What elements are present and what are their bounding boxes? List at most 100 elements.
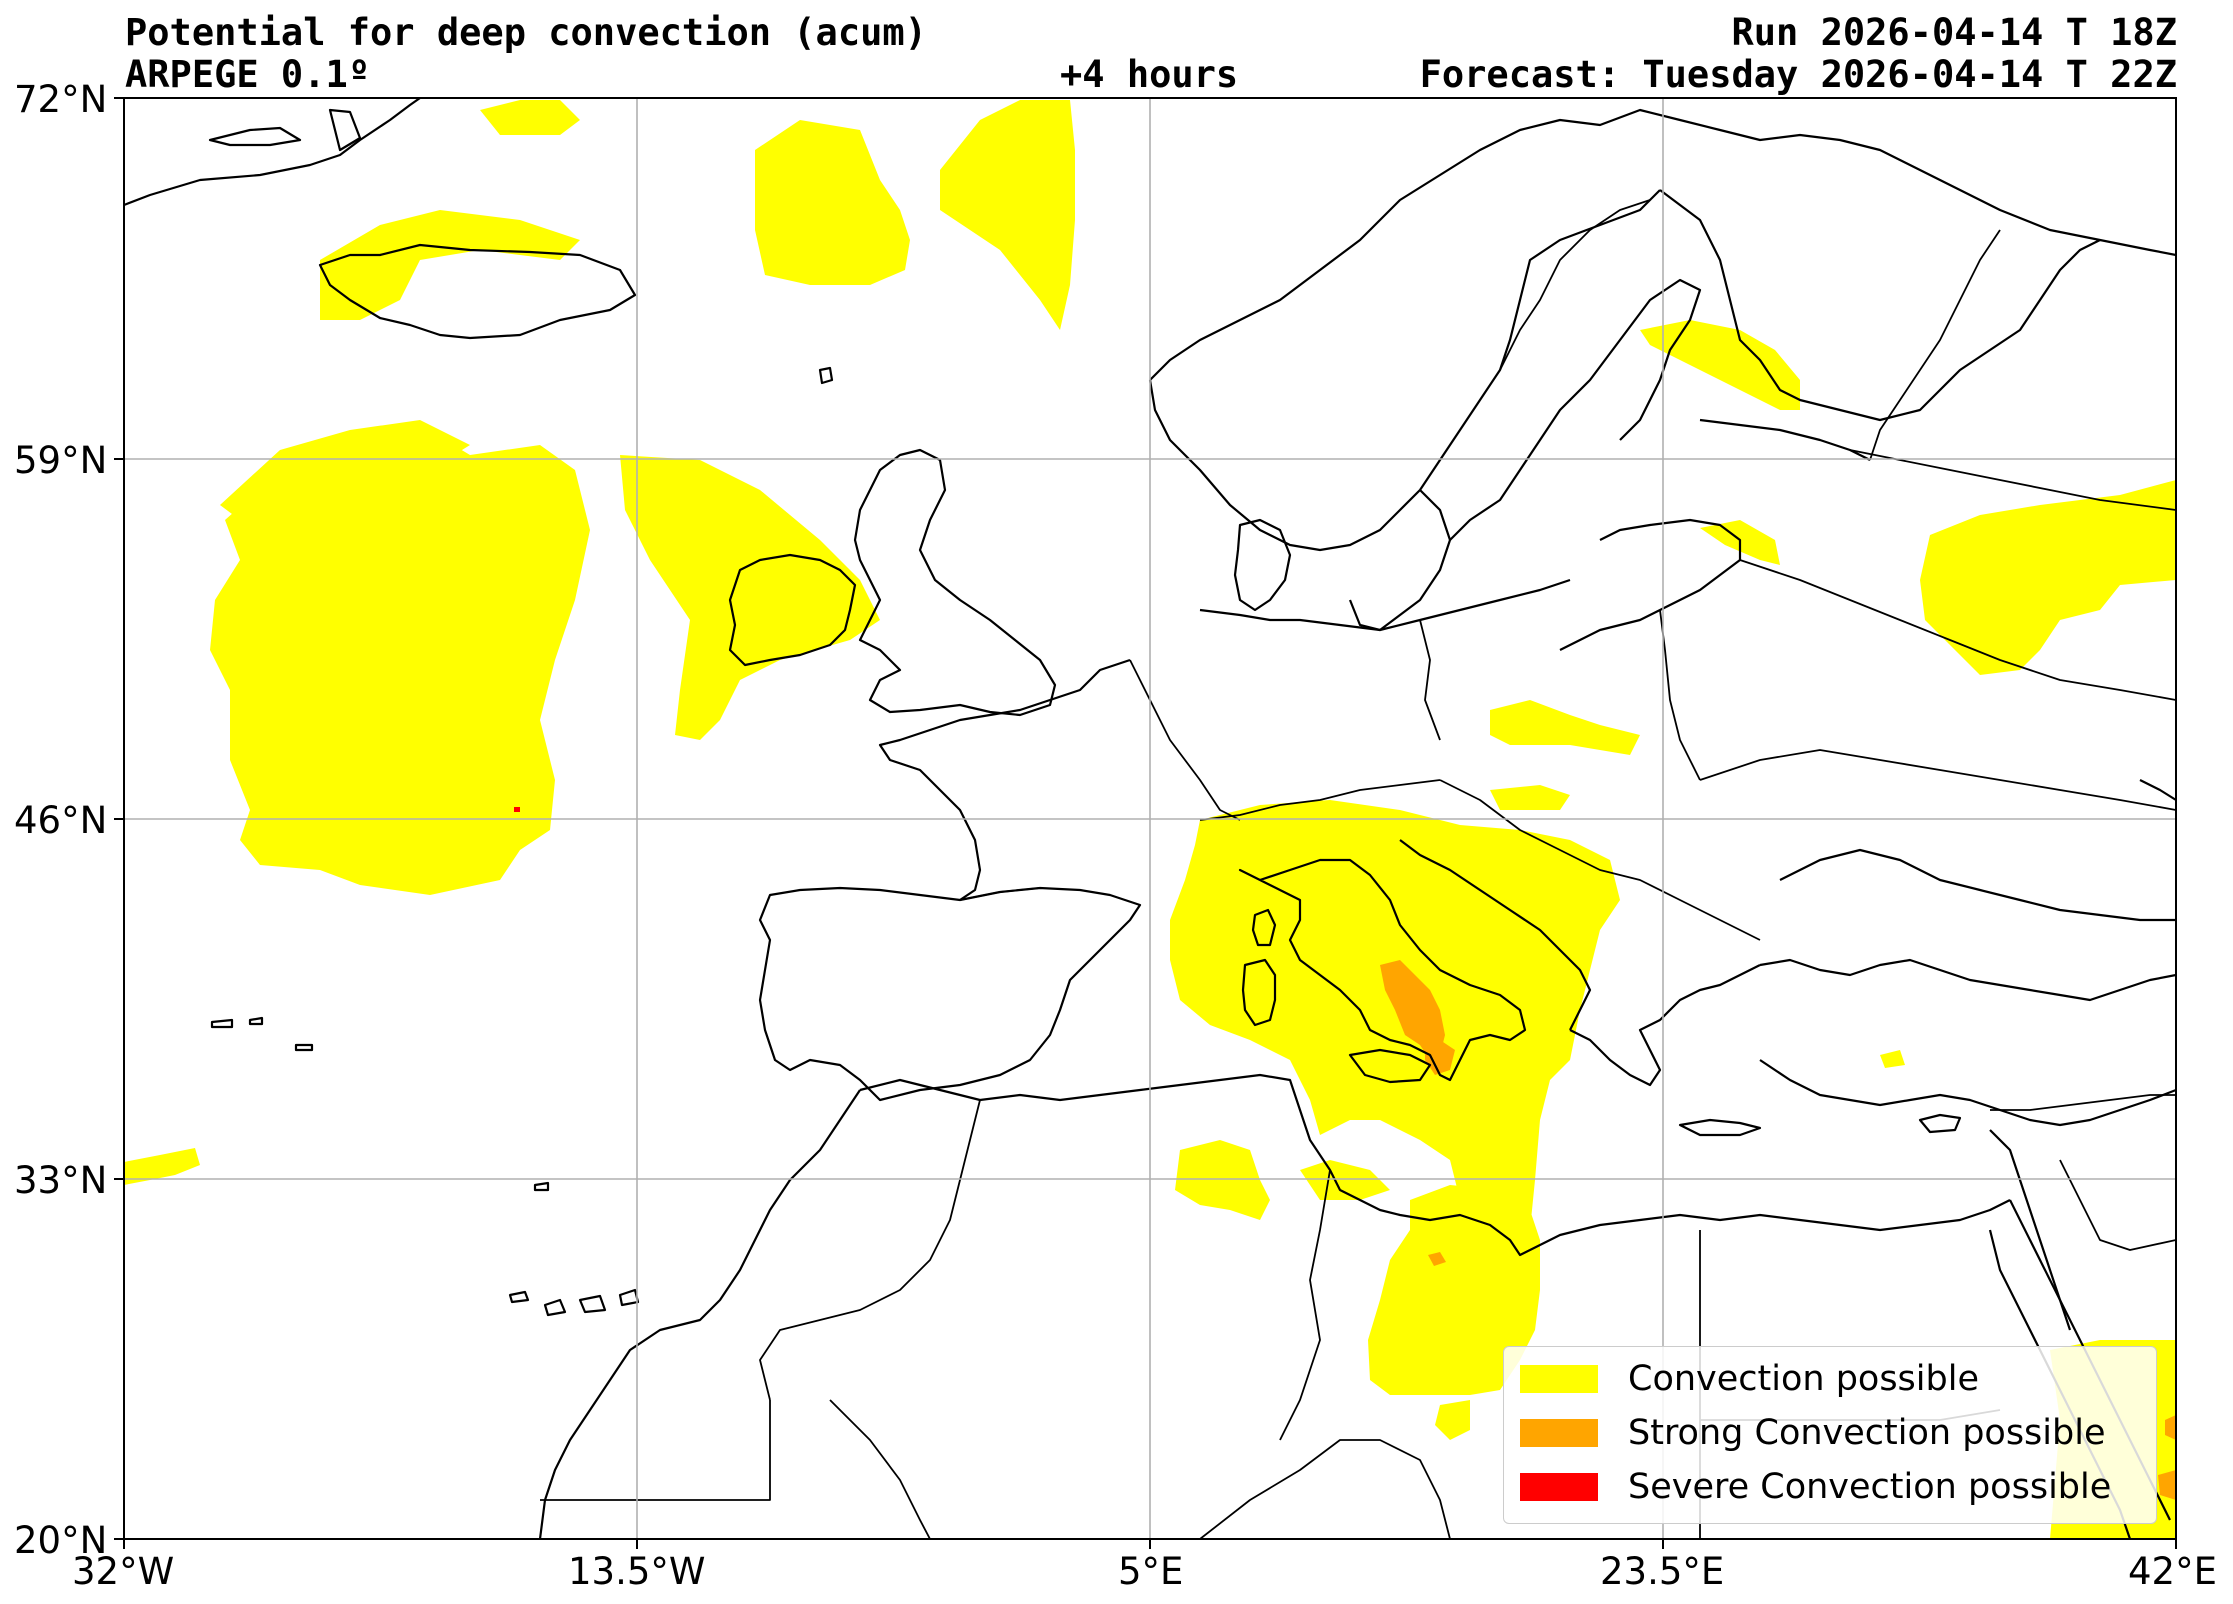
lat-label-59n: 59°N	[14, 439, 108, 482]
border-russia-belarus	[1739, 559, 2176, 701]
convection-area-atlantic	[210, 425, 590, 895]
borders	[540, 199, 2176, 1539]
convection-area-norwegian-sea-1	[755, 120, 910, 285]
legend-item-severe: Severe Convection possible	[1520, 1467, 2111, 1507]
coastline-azores-2	[248, 1016, 264, 1026]
coastline-finland-south	[1699, 418, 1871, 461]
legend-swatch-convection	[1520, 1365, 1598, 1393]
coastline-caspian	[2139, 779, 2176, 801]
coastline-italy	[1238, 858, 1527, 1082]
coastline-turkey	[1759, 958, 2176, 1002]
border-alps	[1199, 779, 1441, 821]
lat-label-33n: 33°N	[14, 1159, 108, 1202]
coastline-greece	[1569, 964, 1761, 1087]
lat-label-72n: 72°N	[14, 78, 108, 121]
coastline-sweden-east-2	[1449, 278, 1702, 541]
severe-convection-areas	[514, 807, 520, 812]
coastline-sweden-east	[1348, 489, 1452, 632]
model-name: ARPEGE 0.1º	[125, 53, 371, 96]
strong-convection-area-libya	[1428, 1252, 1446, 1266]
convection-area-ireland	[620, 455, 880, 740]
coastline-turkey-south	[1759, 1059, 2176, 1127]
border-france-germany	[1129, 659, 1241, 821]
border-turkey-syria	[1990, 1094, 2176, 1111]
coastline-azores-1	[210, 1018, 234, 1029]
coastline-north-africa	[538, 1089, 861, 1539]
coastline-canary-3	[578, 1294, 607, 1314]
forecast-time: Forecast: Tuesday 2026-04-14 T 22Z	[1419, 53, 2177, 96]
lon-label-5e: 5°E	[1118, 1550, 1184, 1593]
convection-area-libya	[1368, 1185, 1540, 1395]
border-western-sahara	[540, 1400, 771, 1501]
coastline-maghreb	[859, 1073, 2011, 1257]
coastline-france	[878, 658, 1131, 901]
coastline-corsica	[1251, 908, 1277, 947]
convection-area-tunisia	[1175, 1140, 1270, 1220]
tick-marks	[114, 97, 2177, 1549]
convection-area-libya-tunisia	[1300, 1160, 1390, 1200]
border-ukraine	[1699, 749, 2176, 811]
coastline-scandinavia	[1149, 108, 2176, 381]
border-middle-east	[2059, 1159, 2176, 1251]
border-algeria-libya	[1279, 1169, 1331, 1441]
border-france-spain	[959, 887, 1041, 901]
coastline-adriatic	[1399, 839, 1592, 1031]
map-title: Potential for deep convection (acum)	[125, 11, 927, 54]
lon-label-42e: 42°E	[2128, 1550, 2217, 1593]
strong-convection-area-calabria	[1425, 1040, 1455, 1075]
lat-label-46n: 46°N	[14, 799, 108, 842]
coastline-azores-3	[294, 1043, 314, 1052]
legend-label-severe: Severe Convection possible	[1628, 1467, 2112, 1507]
coastline-ireland	[728, 553, 857, 667]
coastline-black-sea	[1779, 848, 2176, 922]
coastline-levant	[1989, 1129, 2072, 1331]
coastline-greenland-3	[328, 108, 362, 152]
border-finland-russia	[1869, 229, 2001, 461]
legend-item-strong: Strong Convection possible	[1520, 1413, 2106, 1453]
coastline-germany-north	[1199, 578, 1571, 632]
coastline-baltics	[1559, 518, 1742, 651]
coastline-cyprus	[1918, 1113, 1962, 1134]
border-sweden-norway	[1499, 199, 1651, 371]
convection-area-atlantic-north	[220, 420, 470, 520]
run-time: Run 2026-04-14 T 18Z	[1731, 11, 2177, 54]
legend-swatch-severe	[1520, 1473, 1598, 1501]
coastline-faroe	[818, 366, 834, 385]
coastline-iceland	[318, 243, 637, 340]
convection-area-russia	[1920, 480, 2176, 675]
border-poland-east	[1659, 609, 1701, 781]
convection-area-finland	[1640, 320, 1800, 410]
coastline-great-britain	[853, 448, 1057, 717]
severe-convection-area-atlantic	[514, 807, 520, 812]
coastline-canary-1	[508, 1290, 530, 1304]
gridlines	[124, 98, 2176, 1539]
coastline-greenland	[124, 98, 421, 207]
coastline-iberia	[758, 886, 1142, 1102]
coastline-norway-south	[1148, 189, 1661, 552]
border-algeria-south	[829, 1399, 931, 1539]
convection-area-libya-south	[1435, 1400, 1470, 1440]
convection-area-morocco-coast	[124, 1148, 200, 1185]
coastline-madeira	[533, 1181, 550, 1192]
legend-item-convection: Convection possible	[1520, 1359, 1979, 1399]
convection-area-aegean	[1880, 1050, 1905, 1068]
strong-convection-area-arabia	[2165, 1415, 2176, 1440]
lead-time: +4 hours	[1060, 53, 1239, 96]
convection-areas	[124, 100, 2176, 1539]
lat-label-20n: 20°N	[14, 1519, 108, 1562]
strong-convection-area-arabia-2	[2158, 1470, 2176, 1500]
coastline-sardinia	[1241, 958, 1277, 1027]
coastline-canary-4	[618, 1288, 640, 1307]
lon-label-23.5e: 23.5°E	[1600, 1550, 1725, 1593]
convection-area-norwegian-sea-2	[940, 100, 1075, 330]
legend-label-strong: Strong Convection possible	[1628, 1413, 2106, 1453]
coastline-crete	[1678, 1118, 1762, 1137]
coastline-denmark	[1233, 518, 1292, 612]
coastline-finland	[1659, 189, 2101, 422]
coastline-greenland-2	[208, 126, 302, 147]
border-balkans	[1439, 779, 1761, 941]
coastline-canary-2	[543, 1298, 567, 1317]
coastline-sicily	[1348, 1048, 1432, 1084]
convection-area-mediterranean	[1170, 800, 1620, 1255]
